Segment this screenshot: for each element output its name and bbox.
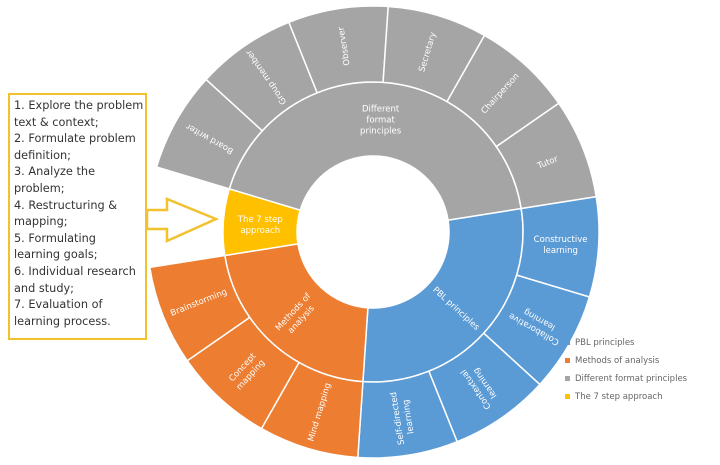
segment-label-different-format-principles: Different format principles — [360, 104, 402, 136]
step-line: mapping; — [14, 215, 68, 229]
legend-swatch-methods-of-analysis — [565, 358, 570, 363]
step-line: learning goals; — [14, 248, 98, 262]
segment-label-constructive-learning: Constructive learning — [534, 235, 588, 256]
step-line: 3. Analyze the — [14, 165, 96, 179]
legend-label-different-format-principles: Different format principles — [575, 374, 688, 384]
step-line: 1. Explore the problem — [14, 99, 144, 112]
step-line: text & context; — [14, 115, 99, 129]
outer-segment-brainstorming — [148, 254, 251, 362]
step-line: 5. Formulating — [14, 231, 96, 245]
step-line: 4. Restructuring & — [14, 198, 118, 212]
step-line: problem; — [14, 181, 65, 195]
step-line: and study; — [14, 281, 74, 295]
outer-segment-tutor — [495, 102, 598, 210]
pointer-arrow — [145, 197, 220, 243]
legend-swatch-the-7-step-approach — [565, 394, 570, 399]
step-line: 6. Individual research — [14, 264, 136, 278]
step-line: 2. Formulate problem — [14, 132, 136, 146]
step-line: definition; — [14, 148, 71, 162]
step-line: 7. Evaluation of — [14, 298, 103, 312]
step-line: learning process. — [14, 314, 111, 328]
legend-swatch-pbl-principles — [565, 340, 570, 345]
legend-label-methods-of-analysis: Methods of analysis — [575, 356, 660, 366]
seven-steps-textbox: 1. Explore the problem text & context; 2. … — [8, 93, 147, 340]
segment-label-the-7-step-approach: The 7 step approach — [237, 215, 283, 236]
legend-swatch-different-format-principles — [565, 376, 570, 381]
legend-label-the-7-step-approach: The 7 step approach — [574, 392, 663, 402]
legend-label-pbl-principles: PBL principles — [575, 338, 635, 348]
